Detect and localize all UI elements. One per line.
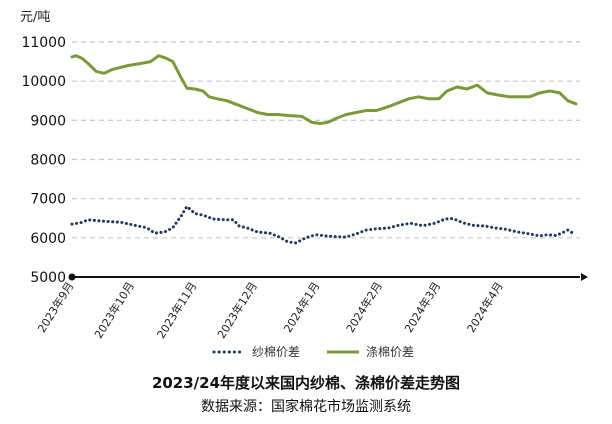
x-tick-label: 2024年1月 xyxy=(280,279,322,335)
legend: 纱棉价差 涤棉价差 xyxy=(212,343,414,360)
x-tick-label: 2023年11月 xyxy=(154,279,200,341)
y-tick-label: 6000 xyxy=(30,231,66,247)
series-line-poly xyxy=(70,54,578,125)
series-line-yarn xyxy=(70,205,576,245)
x-axis-arrow xyxy=(581,273,588,281)
x-tick-label: 2024年2月 xyxy=(343,279,385,335)
legend-item-poly: 涤棉价差 xyxy=(326,343,414,360)
x-tick-label: 2023年9月 xyxy=(34,279,76,335)
chart-title: 2023/24年度以来国内纱棉、涤棉价差走势图 xyxy=(151,374,461,392)
legend-label-yarn: 纱棉价差 xyxy=(252,345,301,359)
y-tick-label: 7000 xyxy=(30,192,66,208)
x-tick-label: 2023年10月 xyxy=(91,279,137,341)
y-tick-label: 9000 xyxy=(30,113,66,129)
legend-swatch-yarn xyxy=(212,350,246,353)
y-tick-label: 8000 xyxy=(30,153,66,169)
x-tick-label: 2024年3月 xyxy=(401,279,443,335)
chart-source: 数据来源：国家棉花市场监测系统 xyxy=(201,399,411,415)
y-tick-label: 11000 xyxy=(21,35,66,51)
legend-item-yarn: 纱棉价差 xyxy=(212,343,300,360)
legend-swatch-poly xyxy=(327,350,360,353)
x-tick-label: 2023年12月 xyxy=(214,279,260,341)
x-tick-label: 2024年4月 xyxy=(464,279,506,335)
y-tick-label: 5000 xyxy=(30,270,66,286)
y-tick-label: 10000 xyxy=(21,74,66,90)
x-axis-origin xyxy=(68,273,76,281)
legend-label-poly: 涤棉价差 xyxy=(366,345,415,359)
y-unit-label: 元/吨 xyxy=(20,10,51,25)
